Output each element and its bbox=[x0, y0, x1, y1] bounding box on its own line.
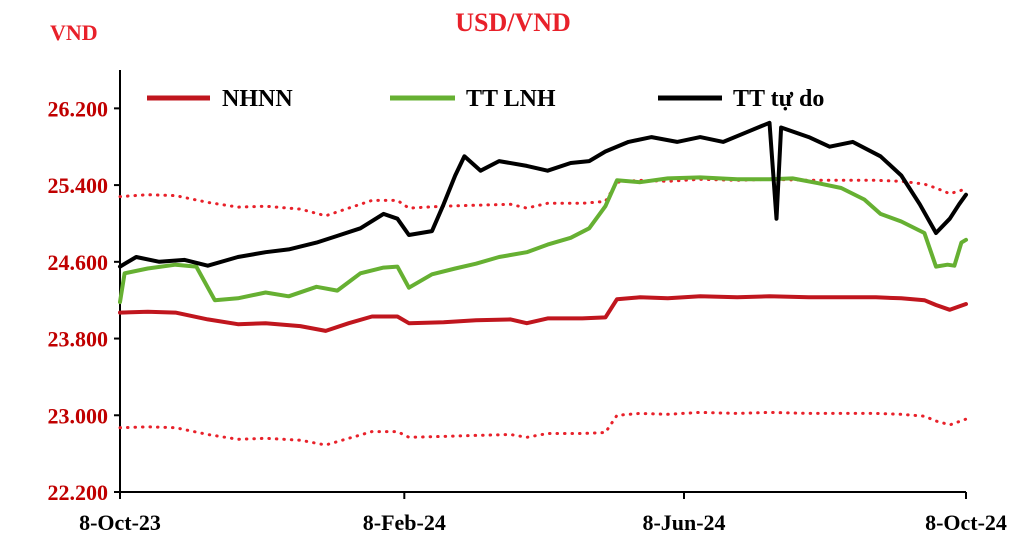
legend-label: TT tự do bbox=[733, 86, 824, 112]
chart-series-lines bbox=[118, 120, 968, 447]
y-axis-unit-label: VND bbox=[50, 20, 98, 45]
series-line-2 bbox=[118, 410, 968, 447]
y-tick-label: 24.600 bbox=[48, 250, 109, 275]
x-tick-label: 8-Oct-24 bbox=[925, 510, 1007, 535]
y-tick-label: 23.800 bbox=[48, 327, 109, 352]
x-tick-label: 8-Feb-24 bbox=[363, 510, 446, 535]
legend-label: TT LNH bbox=[466, 86, 556, 112]
chart-legend: NHNN TT LNH TT tự do bbox=[147, 86, 824, 112]
series-line-4 bbox=[118, 120, 968, 269]
series-line-0 bbox=[118, 294, 968, 333]
legend-label: NHNN bbox=[222, 86, 293, 112]
y-tick-label: 26.200 bbox=[48, 96, 109, 121]
series-line-3 bbox=[118, 175, 968, 305]
x-tick-label: 8-Jun-24 bbox=[642, 510, 725, 535]
y-tick-label: 22.200 bbox=[48, 480, 109, 505]
y-tick-label: 25.400 bbox=[48, 173, 109, 198]
chart-tick-labels: 22.200 23.000 23.800 24.600 25.400 26.200 8-Oc… bbox=[48, 96, 1007, 535]
chart-title: USD/VND bbox=[455, 8, 571, 37]
chart-axes bbox=[114, 70, 967, 499]
x-tick-label: 8-Oct-23 bbox=[79, 510, 161, 535]
series-line-1 bbox=[118, 177, 968, 218]
y-tick-label: 23.000 bbox=[48, 403, 109, 428]
